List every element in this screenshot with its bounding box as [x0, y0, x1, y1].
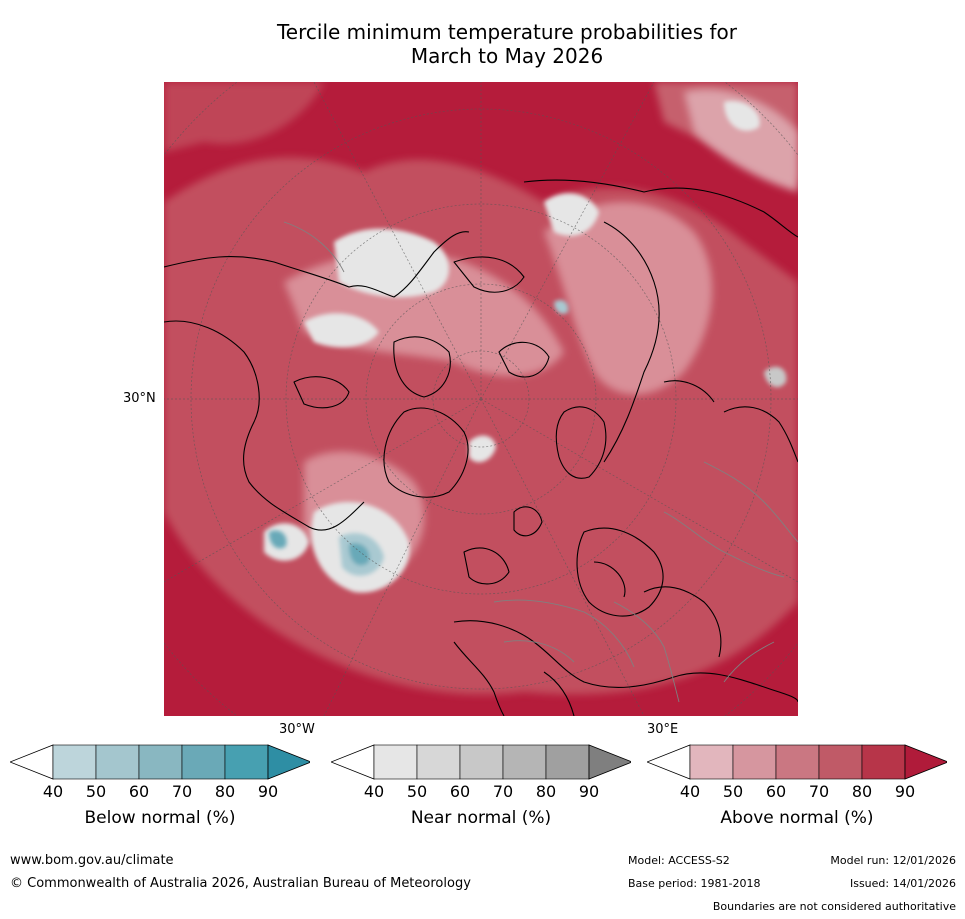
colorbar-near-title: Near normal (%) [410, 808, 552, 828]
colorbar-max-extend [588, 744, 631, 780]
tick-label: 50 [722, 782, 744, 801]
tick-label: 40 [363, 782, 385, 801]
colorbar-min-extend [331, 744, 375, 780]
longitude-label-30e: 30°E [647, 722, 679, 737]
colorbar-swatch [459, 744, 504, 780]
colorbar-below-title: Below normal (%) [84, 808, 236, 828]
colorbar-below-ticks: 40 50 60 70 80 90 [10, 782, 310, 802]
colorbar-swatch [224, 744, 269, 780]
colorbar-swatch [181, 744, 226, 780]
coastlines [164, 179, 798, 716]
colorbar-swatch [138, 744, 183, 780]
tick-label: 80 [851, 782, 873, 801]
tick-label: 90 [578, 782, 600, 801]
latitude-label-30n: 30°N [123, 391, 156, 406]
colorbar-swatch [861, 744, 906, 780]
model-name: Model: ACCESS-S2 [628, 854, 730, 867]
probability-map [164, 82, 798, 716]
tick-label: 70 [808, 782, 830, 801]
tick-label: 80 [535, 782, 557, 801]
base-period: Base period: 1981-2018 [628, 877, 761, 890]
colorbar-above-swatches [647, 744, 947, 780]
graticule-lines [164, 82, 798, 716]
colorbar-near-normal: 40 50 60 70 80 90 Near normal (%) [331, 744, 631, 844]
colorbar-min-extend [647, 744, 691, 780]
issued-date: Issued: 14/01/2026 [849, 877, 956, 890]
colorbar-swatch [545, 744, 590, 780]
model-run-date: Model run: 12/01/2026 [830, 854, 956, 867]
chart-title: Tercile minimum temperature probabilitie… [0, 20, 965, 68]
colorbar-swatch [95, 744, 140, 780]
tick-label: 80 [214, 782, 236, 801]
title-line-2: March to May 2026 [410, 44, 604, 68]
colorbar-max-extend [267, 744, 310, 780]
tick-label: 60 [449, 782, 471, 801]
colorbar-above-ticks: 40 50 60 70 80 90 [647, 782, 947, 802]
tick-label: 60 [765, 782, 787, 801]
tick-label: 60 [128, 782, 150, 801]
tick-label: 70 [492, 782, 514, 801]
tick-label: 90 [894, 782, 916, 801]
tick-label: 40 [42, 782, 64, 801]
copyright-notice: © Commonwealth of Australia 2026, Austra… [10, 876, 471, 891]
tick-label: 50 [406, 782, 428, 801]
colorbar-swatch [689, 744, 734, 780]
colorbar-swatch [818, 744, 863, 780]
colorbar-max-extend [904, 744, 947, 780]
country-borders [283, 221, 798, 703]
colorbar-swatch [373, 744, 418, 780]
colorbar-swatch [732, 744, 777, 780]
colorbar-below-normal: 40 50 60 70 80 90 Below normal (%) [10, 744, 310, 844]
colorbar-below-swatches [10, 744, 310, 780]
colorbar-swatch [416, 744, 461, 780]
colorbar-above-normal: 40 50 60 70 80 90 Above normal (%) [647, 744, 947, 844]
colorbar-swatch [52, 744, 97, 780]
tick-label: 40 [679, 782, 701, 801]
tick-label: 70 [171, 782, 193, 801]
colorbar-near-ticks: 40 50 60 70 80 90 [331, 782, 631, 802]
bom-url: www.bom.gov.au/climate [10, 853, 174, 868]
colorbar-swatch [775, 744, 820, 780]
boundaries-disclaimer: Boundaries are not considered authoritat… [712, 900, 956, 913]
colorbar-min-extend [10, 744, 54, 780]
title-line-1: Tercile minimum temperature probabilitie… [276, 20, 738, 44]
tick-label: 90 [257, 782, 279, 801]
tick-label: 50 [85, 782, 107, 801]
colorbar-swatch [502, 744, 547, 780]
colorbar-near-swatches [331, 744, 631, 780]
longitude-label-30w: 30°W [279, 722, 315, 737]
map-svg [164, 82, 798, 716]
colorbar-above-title: Above normal (%) [720, 808, 874, 828]
